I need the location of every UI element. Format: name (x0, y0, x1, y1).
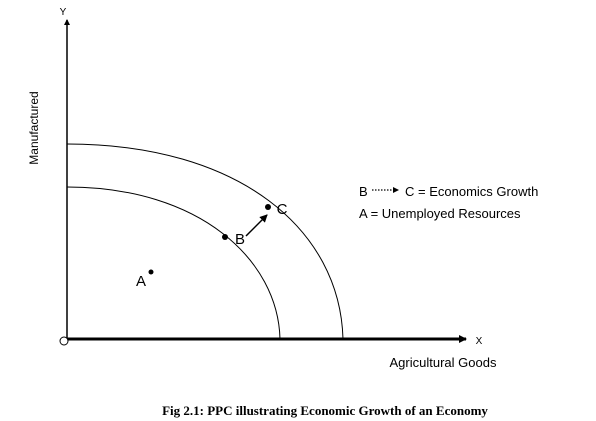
growth-arrow (245, 214, 268, 237)
point-c-dot (265, 204, 271, 210)
legend-growth-text: C = Economics Growth (405, 184, 538, 199)
point-c-label: C (277, 201, 288, 218)
y-axis-letter: Y (60, 7, 67, 18)
x-axis-label: Agricultural Goods (390, 355, 497, 370)
y-axis-label: Manufactured (27, 91, 41, 164)
origin-marker (59, 336, 69, 346)
point-a-label: A (136, 273, 146, 290)
ppc-outer-curve (66, 143, 344, 340)
legend-unemployed-text: A = Unemployed Resources (359, 206, 521, 221)
x-axis-letter: X (476, 336, 483, 347)
point-b-dot (222, 234, 228, 240)
point-b-label: B (235, 231, 245, 248)
legend-from-label: B (359, 184, 368, 199)
ppc-inner-curve (66, 186, 281, 340)
figure-caption: Fig 2.1: PPC illustrating Economic Growt… (162, 403, 488, 418)
legend: B C = Economics Growth A = Unemployed Re… (359, 184, 538, 221)
point-a-dot (148, 269, 154, 275)
